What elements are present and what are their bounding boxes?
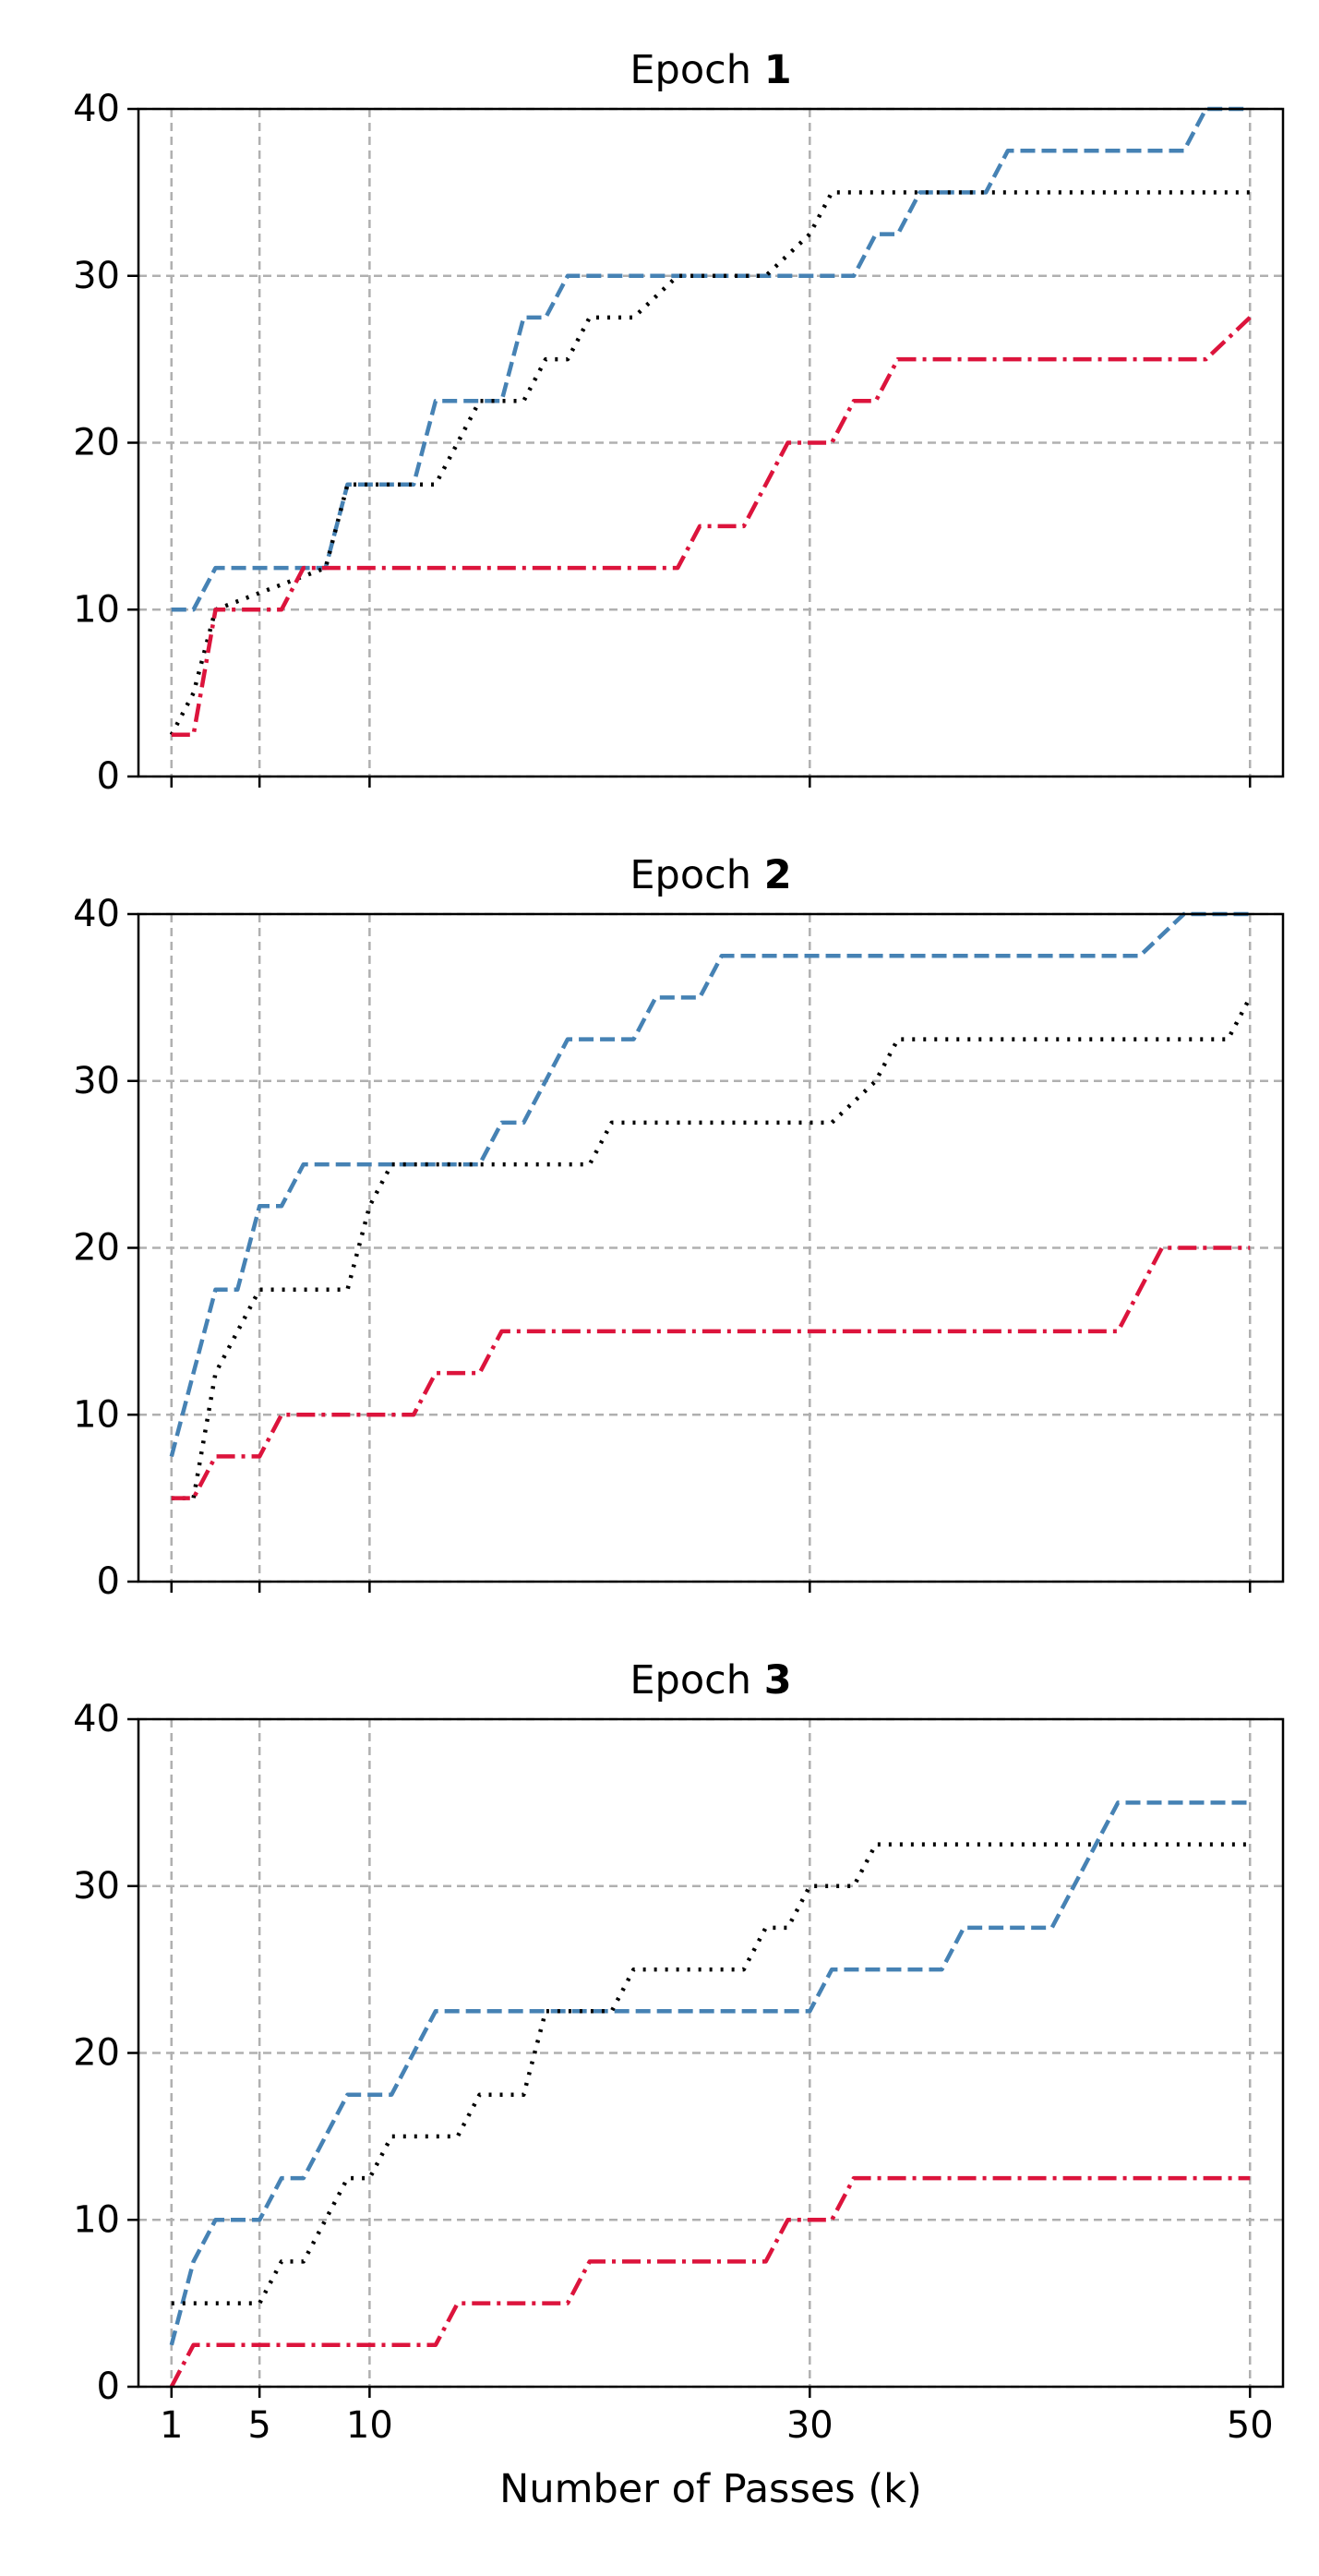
y-tick-label: 20 xyxy=(73,422,120,464)
panel-title-prefix: Epoch xyxy=(630,852,763,898)
y-tick-label: 40 xyxy=(73,893,120,935)
x-tick-label: 1 xyxy=(160,2404,183,2447)
y-tick-label: 10 xyxy=(73,588,120,631)
y-tick-label: 40 xyxy=(73,88,120,130)
panel-title-prefix: Epoch xyxy=(630,47,763,93)
panel-title: Epoch 1 xyxy=(630,47,791,93)
x-tick-label: 30 xyxy=(786,2404,833,2447)
panel-title-prefix: Epoch xyxy=(630,1657,763,1703)
x-axis-label: Number of Passes (k) xyxy=(499,2466,922,2512)
y-tick-label: 40 xyxy=(73,1698,120,1740)
x-tick-label: 5 xyxy=(247,2404,270,2447)
panel-title: Epoch 3 xyxy=(630,1657,791,1703)
panel-title-number: 2 xyxy=(764,852,792,898)
series-line-dashed xyxy=(169,1800,1251,2346)
panel-epoch-3: 0 10 20 30 40 1 5 10 30 50 Epoch 3 Number of Passes… xyxy=(73,1657,1285,2512)
series-line-dashed xyxy=(171,106,1251,612)
series-line-dotted xyxy=(171,1842,1251,2305)
series-line-dashdot xyxy=(171,1246,1251,1500)
y-tick-label: 20 xyxy=(73,2032,120,2075)
panel-title: Epoch 2 xyxy=(630,852,791,898)
x-tick-label: 50 xyxy=(1227,2404,1274,2447)
series-line-dashdot xyxy=(171,316,1252,738)
y-tick-label: 30 xyxy=(73,1865,120,1908)
y-tick-label: 0 xyxy=(97,2365,120,2408)
y-tick-label: 30 xyxy=(73,255,120,297)
panel-epoch-1: 0 10 20 30 40 Epoch 1 xyxy=(73,47,1285,798)
series-line-dashdot xyxy=(169,2175,1251,2389)
y-tick-label: 0 xyxy=(97,1560,120,1603)
panel-title-number: 1 xyxy=(764,47,792,93)
y-tick-label: 10 xyxy=(73,1393,120,1436)
panel-epoch-2: 0 10 20 30 40 Epoch 2 xyxy=(73,852,1285,1603)
y-tick-label: 0 xyxy=(97,755,120,798)
series-line-dotted xyxy=(169,190,1251,736)
panel-title-number: 3 xyxy=(764,1657,792,1703)
x-tick-label: 10 xyxy=(346,2404,393,2447)
y-tick-label: 10 xyxy=(73,2198,120,2241)
y-tick-label: 20 xyxy=(73,1227,120,1270)
series-line-dashed xyxy=(169,911,1251,1457)
y-tick-label: 30 xyxy=(73,1060,120,1102)
